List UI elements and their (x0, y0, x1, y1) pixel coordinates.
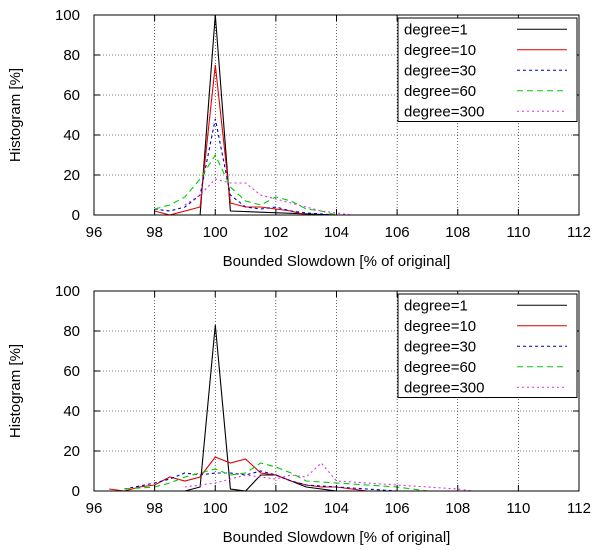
legend-label: degree=30 (404, 338, 476, 355)
x-tick-label: 96 (86, 500, 103, 517)
x-tick-label: 112 (567, 500, 591, 517)
y-axis-label: Histogram [%] (7, 344, 24, 438)
chart-panel-1: 96 98 100 102 104 106 108 110 112 0 20 40 60 80 100 Bou… (7, 7, 591, 270)
series-group (109, 324, 473, 492)
x-tick-label: 112 (567, 224, 591, 241)
legend: degree=1 degree=10 degree=30 degree=60 degre… (397, 293, 578, 398)
y-tick-label: 0 (72, 207, 80, 224)
legend-label: degree=30 (404, 62, 476, 79)
x-tick-label: 108 (445, 500, 470, 517)
y-tick-label: 40 (63, 403, 80, 420)
series-line-2 (109, 456, 367, 492)
x-tick-label: 96 (86, 224, 103, 241)
y-tick-label: 60 (63, 363, 80, 380)
legend-label: degree=300 (404, 379, 485, 396)
x-tick-label: 102 (263, 224, 288, 241)
y-tick-label: 40 (63, 127, 80, 144)
y-axis-label: Histogram [%] (7, 68, 24, 162)
legend: degree=1 degree=10 degree=30 degree=60 degre… (397, 17, 578, 122)
x-tick-label: 110 (506, 224, 530, 241)
y-tick-label: 0 (72, 483, 80, 500)
x-tick-label: 106 (385, 500, 410, 517)
x-axis-label: Bounded Slowdown [% of original] (223, 253, 451, 270)
legend-label: degree=1 (404, 21, 468, 38)
x-tick-label: 110 (506, 500, 530, 517)
x-tick-label: 106 (385, 224, 410, 241)
series-line-5 (184, 178, 352, 216)
y-tick-label: 20 (63, 167, 80, 184)
y-tick-label: 20 (63, 443, 80, 460)
legend-label: degree=60 (404, 359, 476, 376)
x-tick-label: 108 (445, 224, 470, 241)
x-tick-label: 98 (146, 224, 163, 241)
legend-label: degree=60 (404, 83, 476, 100)
series-line-1 (109, 14, 337, 216)
x-tick-label: 100 (203, 224, 228, 241)
x-axis-label: Bounded Slowdown [% of original] (223, 529, 451, 546)
x-tick-label: 102 (263, 500, 288, 517)
x-tick-label: 100 (203, 500, 228, 517)
series-line-4 (124, 462, 428, 492)
x-tick-label: 104 (324, 500, 349, 517)
series-line-1 (109, 324, 337, 492)
x-tick-label: 98 (146, 500, 163, 517)
legend-label: degree=1 (404, 297, 468, 314)
y-tick-label: 60 (63, 87, 80, 104)
series-line-2 (154, 64, 307, 216)
series-line-4 (154, 153, 337, 216)
legend-label: degree=10 (404, 42, 476, 59)
chart-panel-2: 96 98 100 102 104 106 108 110 112 0 20 40 60 80 100 Bou… (7, 283, 591, 546)
x-tick-label: 104 (324, 224, 349, 241)
legend-label: degree=10 (404, 318, 476, 335)
series-line-3 (124, 470, 398, 492)
series-line-5 (184, 462, 473, 492)
y-tick-label: 80 (63, 323, 80, 340)
y-tick-label: 80 (63, 47, 80, 64)
y-tick-label: 100 (55, 7, 80, 24)
series-group (109, 14, 352, 216)
y-tick-label: 100 (55, 283, 80, 300)
legend-label: degree=300 (404, 103, 485, 120)
